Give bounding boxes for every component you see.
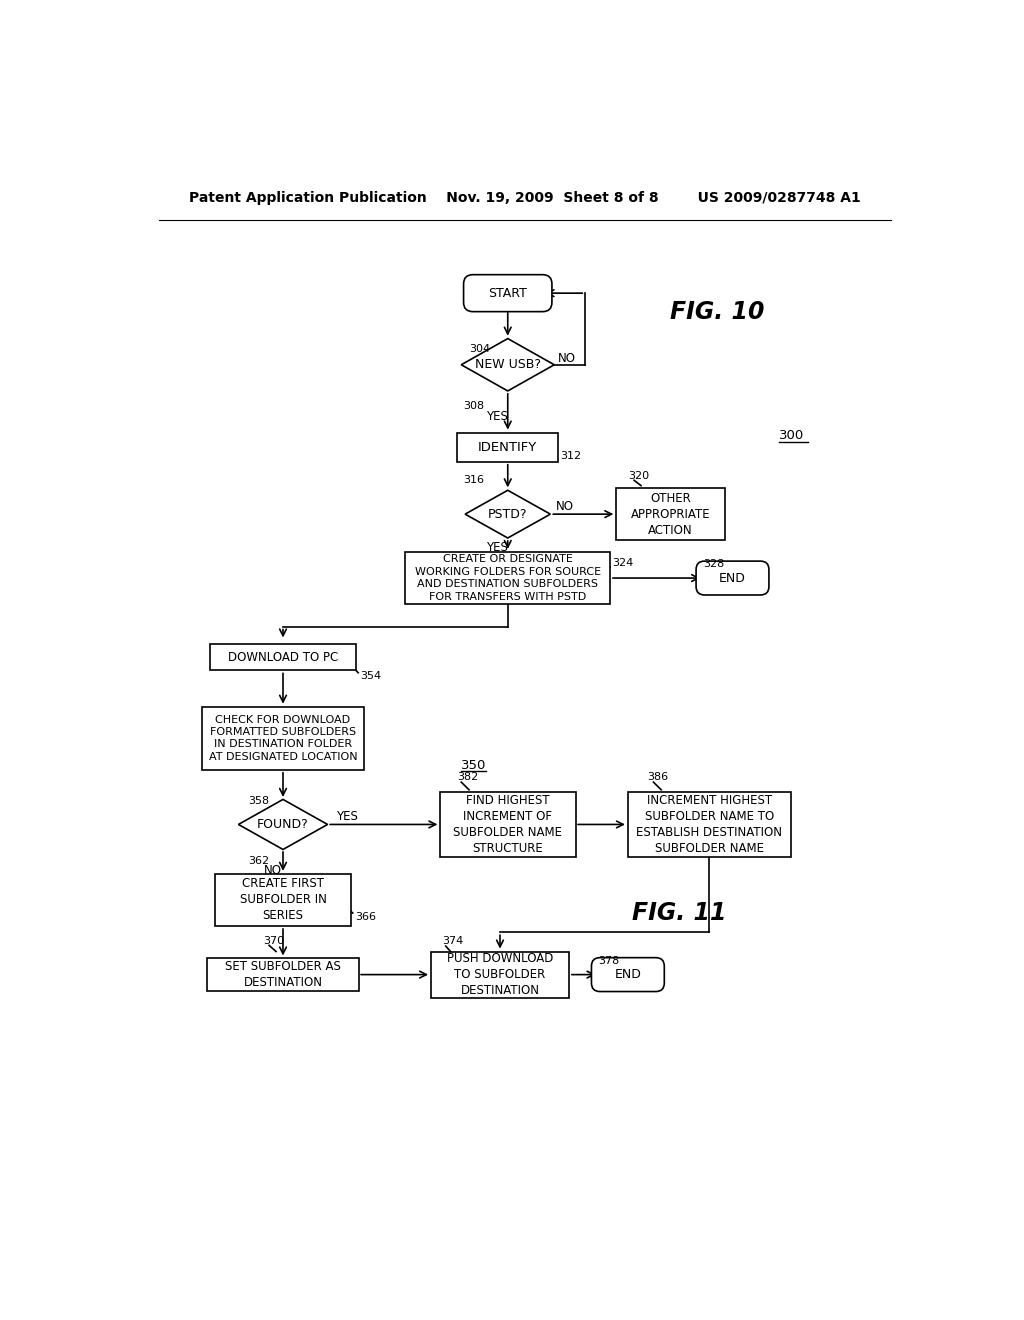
Text: 312: 312 (560, 451, 582, 462)
FancyBboxPatch shape (208, 958, 358, 991)
Text: NEW USB?: NEW USB? (475, 358, 541, 371)
FancyBboxPatch shape (592, 958, 665, 991)
FancyBboxPatch shape (440, 792, 575, 857)
Text: 386: 386 (647, 772, 669, 781)
Text: 374: 374 (442, 936, 463, 945)
Polygon shape (465, 490, 550, 539)
Text: 308: 308 (463, 401, 484, 412)
Text: CREATE FIRST
SUBFOLDER IN
SERIES: CREATE FIRST SUBFOLDER IN SERIES (240, 878, 327, 923)
FancyBboxPatch shape (458, 433, 558, 462)
Text: 316: 316 (463, 475, 483, 486)
Text: YES: YES (336, 810, 357, 824)
FancyBboxPatch shape (616, 488, 725, 540)
Text: FIG. 10: FIG. 10 (671, 301, 765, 325)
Text: 366: 366 (355, 912, 376, 921)
Text: FIND HIGHEST
INCREMENT OF
SUBFOLDER NAME
STRUCTURE: FIND HIGHEST INCREMENT OF SUBFOLDER NAME… (454, 793, 562, 855)
Text: PSTD?: PSTD? (488, 508, 527, 520)
Text: SET SUBFOLDER AS
DESTINATION: SET SUBFOLDER AS DESTINATION (225, 960, 341, 989)
Text: 354: 354 (360, 671, 382, 681)
Text: Patent Application Publication    Nov. 19, 2009  Sheet 8 of 8        US 2009/028: Patent Application Publication Nov. 19, … (188, 191, 861, 206)
Text: 300: 300 (779, 429, 804, 442)
FancyBboxPatch shape (628, 792, 791, 857)
Text: OTHER
APPROPRIATE
ACTION: OTHER APPROPRIATE ACTION (631, 491, 711, 537)
Polygon shape (239, 800, 328, 850)
Text: NO: NO (558, 352, 577, 366)
Text: YES: YES (486, 541, 508, 554)
Text: END: END (614, 968, 641, 981)
FancyBboxPatch shape (696, 561, 769, 595)
Text: START: START (488, 286, 527, 300)
Text: 378: 378 (598, 956, 620, 966)
FancyBboxPatch shape (464, 275, 552, 312)
FancyBboxPatch shape (215, 874, 351, 927)
FancyBboxPatch shape (202, 706, 365, 770)
Text: 358: 358 (248, 796, 269, 807)
Text: FIG. 11: FIG. 11 (632, 902, 726, 925)
Text: INCREMENT HIGHEST
SUBFOLDER NAME TO
ESTABLISH DESTINATION
SUBFOLDER NAME: INCREMENT HIGHEST SUBFOLDER NAME TO ESTA… (636, 793, 782, 855)
Polygon shape (461, 339, 554, 391)
FancyBboxPatch shape (210, 644, 356, 671)
Text: NO: NO (263, 865, 282, 878)
FancyBboxPatch shape (431, 952, 569, 998)
Text: 370: 370 (263, 936, 284, 945)
Text: FOUND?: FOUND? (257, 818, 309, 832)
Text: 324: 324 (612, 557, 634, 568)
Text: 328: 328 (703, 560, 724, 569)
Text: IDENTIFY: IDENTIFY (478, 441, 538, 454)
Text: END: END (719, 572, 745, 585)
Text: CREATE OR DESIGNATE
WORKING FOLDERS FOR SOURCE
AND DESTINATION SUBFOLDERS
FOR TR: CREATE OR DESIGNATE WORKING FOLDERS FOR … (415, 554, 601, 602)
FancyBboxPatch shape (406, 552, 610, 605)
Text: DOWNLOAD TO PC: DOWNLOAD TO PC (228, 651, 338, 664)
Text: NO: NO (556, 500, 573, 513)
Text: 382: 382 (458, 772, 478, 781)
Text: 304: 304 (469, 345, 490, 354)
Text: 320: 320 (628, 471, 649, 480)
Text: 362: 362 (248, 855, 269, 866)
Text: YES: YES (486, 409, 508, 422)
Text: 350: 350 (461, 759, 486, 772)
Text: PUSH DOWNLOAD
TO SUBFOLDER
DESTINATION: PUSH DOWNLOAD TO SUBFOLDER DESTINATION (446, 952, 553, 997)
Text: CHECK FOR DOWNLOAD
FORMATTED SUBFOLDERS
IN DESTINATION FOLDER
AT DESIGNATED LOCA: CHECK FOR DOWNLOAD FORMATTED SUBFOLDERS … (209, 714, 357, 762)
